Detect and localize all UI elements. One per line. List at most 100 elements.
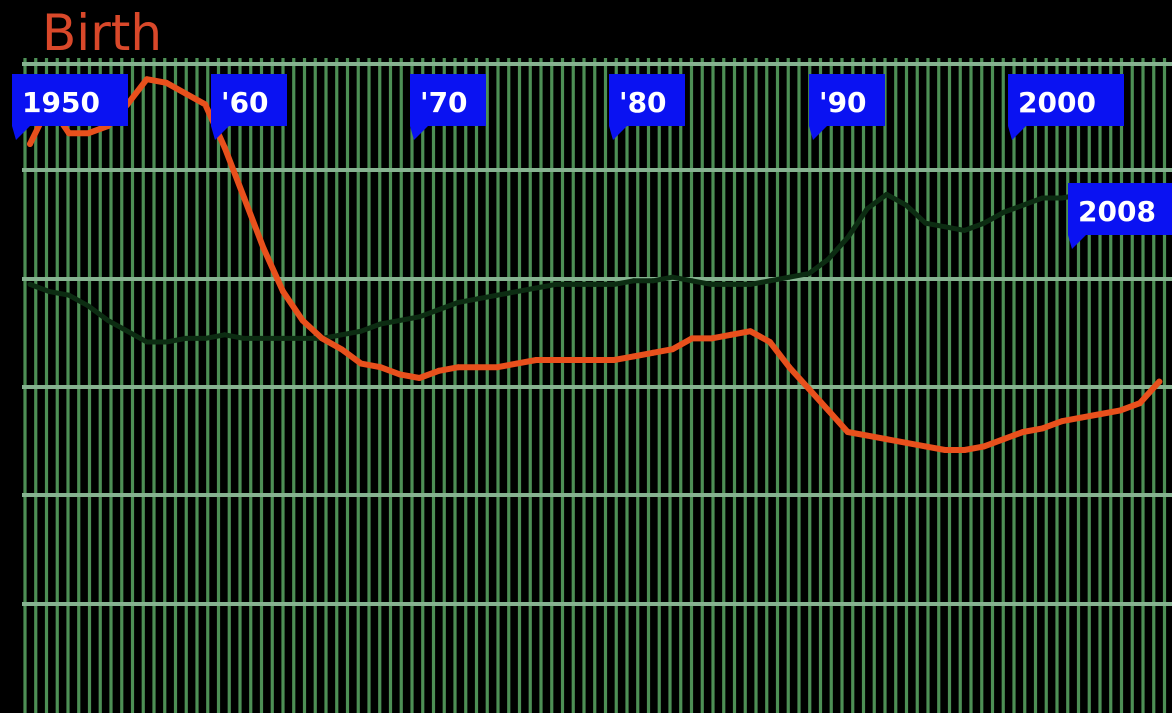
data-point-dark (1001, 209, 1006, 215)
data-point-orange (533, 357, 540, 363)
data-point-dark (631, 278, 637, 284)
data-point-orange (319, 335, 326, 342)
data-point-dark (981, 220, 987, 226)
data-point-dark (436, 307, 442, 313)
data-point-dark (475, 296, 481, 302)
data-point-dark (845, 235, 851, 241)
data-point-dark (1020, 202, 1026, 208)
data-point-dark (884, 191, 890, 197)
year-marker-flag (410, 74, 486, 140)
data-point-orange (552, 357, 559, 363)
data-point-orange (689, 335, 695, 342)
data-point-dark (767, 278, 773, 284)
data-point-orange (280, 288, 287, 295)
data-point-orange (27, 141, 33, 147)
data-point-orange (1117, 407, 1124, 414)
data-point-orange (358, 360, 364, 367)
data-point-dark (241, 335, 247, 341)
data-point-orange (163, 79, 170, 86)
data-point-dark (47, 289, 52, 295)
data-point-dark (280, 335, 286, 341)
data-point-dark (1039, 195, 1045, 201)
data-point-orange (747, 328, 754, 335)
data-point-dark (66, 292, 72, 298)
data-point-orange (338, 346, 345, 353)
data-point-orange (260, 245, 267, 252)
data-point-dark (261, 335, 267, 341)
data-point-orange (844, 429, 851, 435)
data-point-orange (942, 447, 949, 453)
data-point-orange (708, 335, 715, 342)
year-marker-flag (1008, 74, 1124, 140)
data-point-dark (163, 339, 169, 345)
data-point-dark (611, 281, 617, 287)
data-point-orange (591, 357, 598, 363)
data-point-dark (747, 281, 753, 287)
data-point-orange (786, 364, 793, 371)
year-marker-flag (609, 74, 685, 140)
year-marker-flag (1068, 183, 1172, 249)
year-marker-flag (211, 74, 287, 140)
year-marker-flag (12, 74, 128, 140)
data-point-orange (182, 90, 189, 97)
data-point-orange (143, 76, 150, 83)
data-point-orange (377, 364, 384, 371)
data-point-orange (1136, 400, 1143, 407)
data-point-dark (923, 220, 929, 226)
year-marker-label: '80 (619, 86, 667, 119)
data-point-dark (728, 281, 734, 287)
data-point-dark (202, 335, 208, 341)
data-point-orange (864, 432, 871, 439)
data-point-orange (883, 436, 890, 443)
data-point-orange (1020, 429, 1026, 435)
data-point-orange (572, 357, 579, 363)
year-marker-label: 2008 (1078, 195, 1156, 228)
data-point-orange (669, 346, 676, 353)
data-point-dark (378, 321, 383, 327)
data-point-dark (903, 202, 909, 208)
data-point-orange (805, 385, 812, 392)
data-point-dark (533, 285, 539, 291)
data-point-orange (630, 353, 637, 360)
data-point-orange (766, 339, 773, 345)
data-point-orange (65, 130, 72, 137)
data-point-dark (806, 271, 812, 277)
data-point-orange (961, 447, 968, 453)
data-point-dark (962, 227, 968, 233)
data-point-orange (825, 407, 832, 414)
data-point-dark (494, 292, 500, 298)
chart-title: Birth (42, 4, 163, 62)
data-point-orange (494, 364, 501, 371)
year-marker-label: 1950 (22, 86, 100, 119)
data-point-dark (183, 335, 189, 341)
data-point-orange (1097, 411, 1104, 417)
data-point-dark (300, 335, 306, 341)
data-point-dark (222, 332, 228, 338)
data-point-dark (397, 317, 403, 323)
data-point-orange (1156, 378, 1163, 385)
data-point-orange (611, 357, 618, 363)
data-point-orange (903, 439, 910, 446)
data-point-orange (416, 375, 423, 381)
data-point-orange (513, 360, 520, 367)
data-point-dark (942, 224, 948, 230)
data-point-dark (1059, 195, 1065, 201)
data-point-dark (27, 281, 33, 287)
data-point-orange (299, 317, 306, 324)
year-marker-label: '60 (221, 86, 269, 119)
data-point-orange (1000, 436, 1007, 443)
year-marker-label: '70 (420, 86, 468, 119)
data-point-dark (358, 328, 364, 334)
data-point-dark (144, 339, 150, 345)
data-point-dark (572, 281, 578, 287)
year-marker-label: '90 (819, 86, 867, 119)
data-point-orange (85, 130, 92, 137)
data-point-dark (339, 332, 344, 338)
data-point-orange (202, 101, 209, 108)
year-markers: 1950 '60 '70 '80 '90 2000 2008 (12, 74, 1172, 249)
data-point-dark (553, 281, 559, 287)
data-point-orange (435, 367, 442, 374)
data-point-dark (670, 274, 675, 280)
